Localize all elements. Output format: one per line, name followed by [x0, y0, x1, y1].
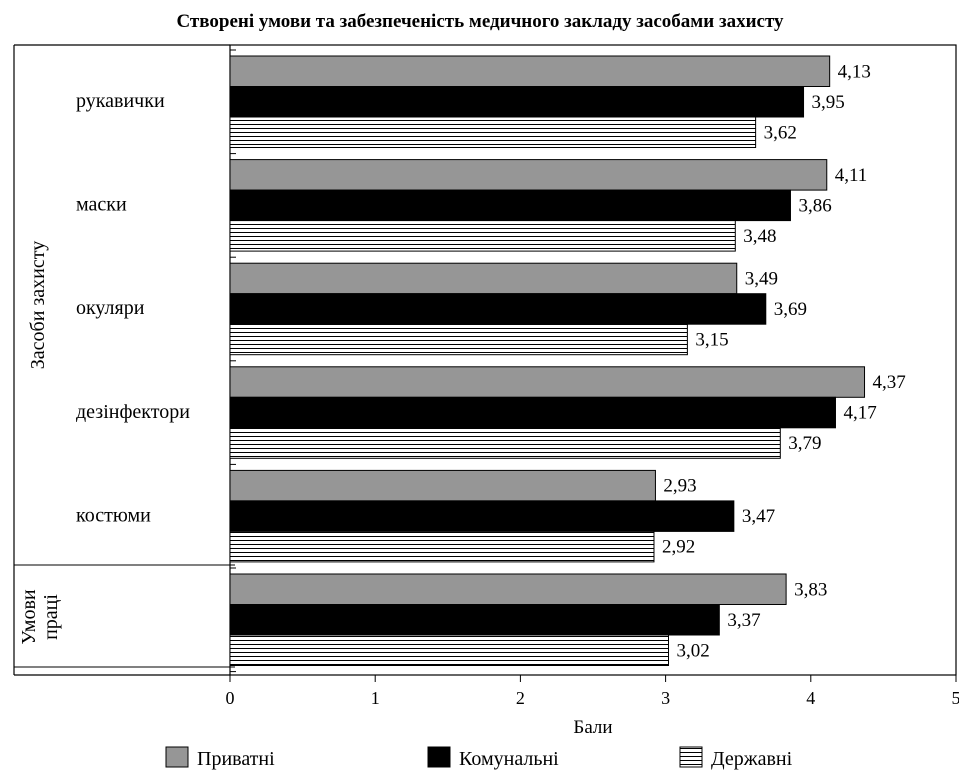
x-tick-label: 5 — [952, 688, 959, 708]
bar-Державні — [229, 530, 655, 563]
bar-value-label: 3,49 — [745, 268, 778, 289]
bar-Комунальні — [229, 604, 720, 636]
bar-Приватні — [229, 366, 866, 398]
category-label: окуляри — [76, 297, 145, 319]
category-label: рукавички — [76, 90, 165, 112]
bar-value-label: 2,92 — [662, 537, 695, 558]
bar-Приватні — [229, 55, 831, 87]
y-group-label-line: Умови — [18, 589, 40, 645]
bar-value-label: 3,62 — [764, 122, 797, 143]
category-label: маски — [76, 194, 127, 216]
bar-Державні — [229, 116, 757, 148]
x-axis-label: Бали — [573, 717, 612, 738]
bar-value-label: 3,95 — [812, 92, 845, 113]
bar-Державні — [229, 323, 688, 356]
bar-value-label: 4,11 — [835, 165, 868, 186]
bar-value-label: 3,47 — [742, 506, 775, 527]
bar-Приватні — [229, 159, 828, 191]
bar-Приватні — [229, 262, 738, 295]
bar-Комунальні — [229, 396, 836, 429]
bar-value-label: 3,86 — [798, 195, 831, 216]
legend-label: Приватні — [197, 748, 275, 770]
legend-swatch — [427, 746, 451, 768]
bar-value-label: 4,37 — [873, 372, 906, 393]
category-label: костюми — [76, 504, 151, 526]
bar-value-label: 3,79 — [788, 433, 821, 454]
bar-Приватні — [229, 573, 787, 605]
x-tick-label: 3 — [661, 688, 670, 708]
category-label: дезінфектори — [76, 401, 190, 423]
x-tick-label: 4 — [806, 688, 815, 708]
y-group-label-conditions: Умови праці — [18, 589, 62, 645]
bar-value-label: 4,17 — [843, 403, 876, 424]
legend-swatch — [165, 746, 189, 768]
chart-title: Створені умови та забезпеченість медично… — [176, 11, 784, 32]
bar-value-label: 3,15 — [695, 329, 728, 350]
x-tick-label: 0 — [226, 688, 235, 708]
legend-label: Державні — [711, 748, 793, 770]
plot-frame — [229, 44, 957, 676]
bar-value-label: 3,48 — [743, 226, 776, 247]
bar-value-label: 3,69 — [774, 299, 807, 320]
bar-Приватні — [229, 469, 656, 502]
bar-value-label: 2,93 — [663, 476, 696, 497]
bar-Комунальні — [229, 293, 767, 325]
bar-Комунальні — [229, 189, 791, 222]
x-tick-label: 1 — [371, 688, 380, 708]
bar-Державні — [229, 220, 736, 252]
bar-Державні — [229, 427, 781, 459]
legend: Приватні Комунальні Державні — [165, 746, 793, 770]
legend-swatch — [679, 746, 703, 768]
bar-value-label: 3,83 — [794, 579, 827, 600]
bar-Комунальні — [229, 86, 805, 118]
bar-Державні — [229, 634, 670, 666]
bar-value-label: 3,37 — [727, 610, 760, 631]
bar-value-label: 4,13 — [838, 61, 871, 82]
bar-Комунальні — [229, 500, 735, 532]
bar-value-label: 3,02 — [677, 640, 710, 661]
y-group-label-line: праці — [40, 594, 62, 640]
legend-label: Комунальні — [459, 748, 559, 770]
y-group-label-protection: Засоби захисту — [27, 241, 49, 370]
x-tick-label: 2 — [516, 688, 525, 708]
